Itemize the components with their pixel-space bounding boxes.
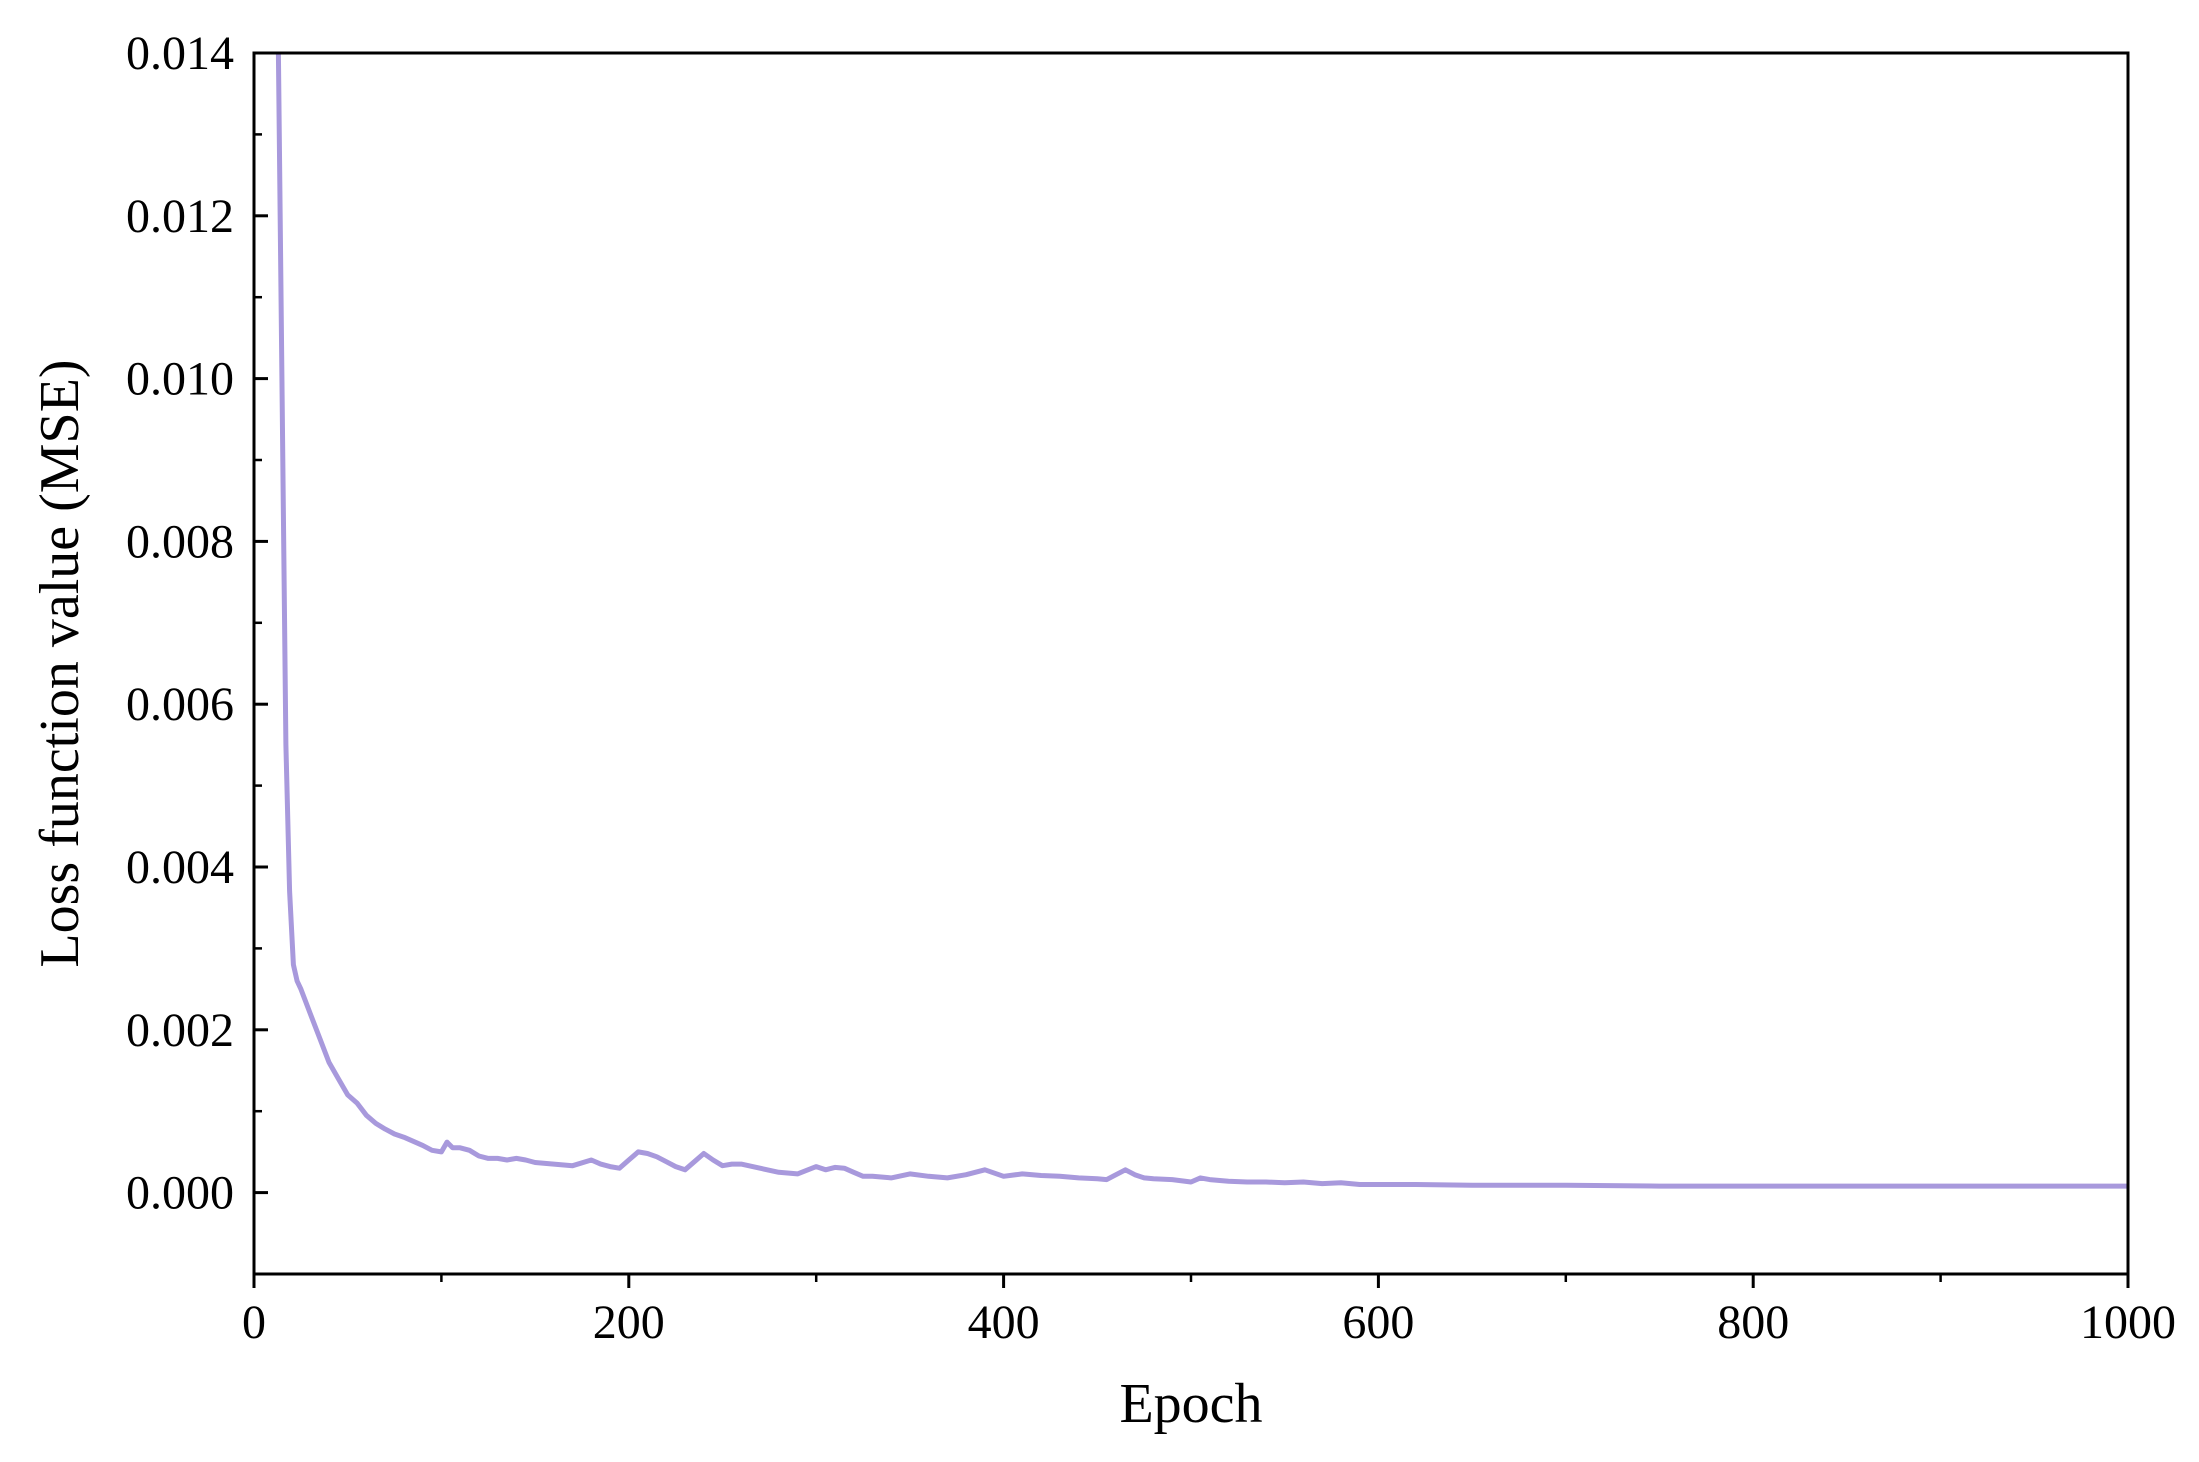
- x-axis-title: Epoch: [1119, 1373, 1262, 1435]
- y-tick-label: 0.000: [126, 1167, 234, 1220]
- plot-frame: [252, 51, 2130, 1276]
- y-axis-title: Loss function value (MSE): [29, 359, 91, 967]
- y-tick-label: 0.006: [126, 678, 234, 731]
- loss-series-line: [275, 53, 2128, 1189]
- y-tick-label: 0.010: [126, 353, 234, 406]
- y-tick-label: 0.002: [126, 1004, 234, 1057]
- x-tick-label: 1000: [2080, 1296, 2176, 1349]
- x-tick-label: 800: [1717, 1296, 1789, 1349]
- x-tick-label: 200: [593, 1296, 665, 1349]
- x-tick-label: 600: [1342, 1296, 1414, 1349]
- data-layer: [275, 53, 2128, 1189]
- x-tick-label: 0: [242, 1296, 266, 1349]
- y-tick-label: 0.012: [126, 190, 234, 243]
- y-tick-label: 0.014: [126, 27, 234, 80]
- y-tick-label: 0.008: [126, 515, 234, 568]
- x-tick-label: 400: [968, 1296, 1040, 1349]
- axis-layer: 0 200 400 600 800 1000 0.000 0.002 0.004 0.006 0.0…: [126, 27, 2176, 1349]
- y-tick-label: 0.004: [126, 841, 234, 894]
